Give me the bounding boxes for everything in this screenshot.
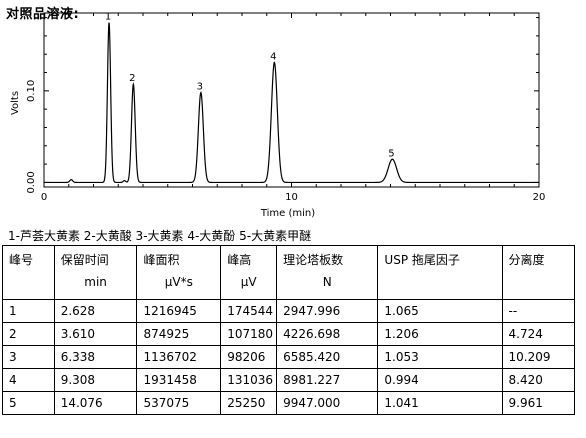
table-cell: 1931458 xyxy=(136,368,222,392)
table-cell: 4226.698 xyxy=(276,322,379,346)
col-header: 分离度 xyxy=(501,245,576,300)
peak-key-legend: 1-芦荟大黄素 2-大黄酸 3-大黄素 4-大黄酚 5-大黄素甲醚 xyxy=(8,229,312,243)
table-header-row: 峰号 保留时间 min 峰面积 μV*s 峰高 μV 理论塔板数 N USP 拖尾因子 … xyxy=(2,245,576,300)
table-cell: 3.610 xyxy=(53,322,138,346)
table-cell: 10.209 xyxy=(501,345,576,369)
table-row: 5 14.076 537075 25250 9947.000 1.041 9.961 xyxy=(2,391,576,415)
table-cell: 4.724 xyxy=(501,322,576,346)
x-axis-label: Time (min) xyxy=(260,208,315,219)
chromatogram-trace xyxy=(44,22,539,184)
table-cell: 98206 xyxy=(220,345,278,369)
table-row: 1 2.628 1216945 174544 2947.996 1.065 -- xyxy=(2,299,576,323)
table-cell: 107180 xyxy=(220,322,278,346)
table-cell: 3 xyxy=(2,345,55,369)
y-axis-label: Volts xyxy=(10,91,21,115)
table-cell: 131036 xyxy=(220,368,278,392)
table-cell: 1.041 xyxy=(377,391,503,415)
table-cell: 9947.000 xyxy=(276,391,379,415)
table-cell: 5 xyxy=(2,391,55,415)
table-cell: 0.994 xyxy=(377,368,503,392)
y-tick-label: 0.00 xyxy=(26,171,37,193)
results-table: 峰号 保留时间 min 峰面积 μV*s 峰高 μV 理论塔板数 N USP 拖尾因子 … xyxy=(2,245,576,415)
table-cell: 2 xyxy=(2,322,55,346)
table-cell: 1136702 xyxy=(136,345,222,369)
x-tick-label: 0 xyxy=(41,192,47,203)
peak-label: 3 xyxy=(197,81,203,92)
col-header: USP 拖尾因子 xyxy=(377,245,503,300)
table-cell: 9.961 xyxy=(501,391,576,415)
col-header: 峰号 xyxy=(2,245,55,300)
peak-label: 2 xyxy=(129,73,135,84)
table-cell: 25250 xyxy=(220,391,278,415)
peak-label: 5 xyxy=(388,148,394,159)
table-cell: 1.206 xyxy=(377,322,503,346)
col-header: 峰面积 μV*s xyxy=(136,245,222,300)
table-row: 3 6.338 1136702 98206 6585.420 1.053 10.209 xyxy=(2,345,576,369)
chromatogram-line xyxy=(44,22,539,184)
peak-label: 4 xyxy=(270,51,276,62)
page-title: 对照品溶液: xyxy=(6,7,80,22)
table-cell: 9.308 xyxy=(53,368,138,392)
table-cell: 537075 xyxy=(136,391,222,415)
table-cell: 14.076 xyxy=(53,391,138,415)
table-row: 2 3.610 874925 107180 4226.698 1.206 4.724 xyxy=(2,322,576,346)
col-header: 理论塔板数 N xyxy=(276,245,379,300)
x-tick-label: 20 xyxy=(533,192,546,203)
chart-axes: 0 10 20 0.00 0.10 xyxy=(26,12,546,203)
table-cell: 1.053 xyxy=(377,345,503,369)
x-tick-label: 10 xyxy=(285,192,298,203)
table-cell: 1 xyxy=(2,299,55,323)
table-cell: 1.065 xyxy=(377,299,503,323)
table-cell: 8.420 xyxy=(501,368,576,392)
table-cell: 174544 xyxy=(220,299,278,323)
table-row: 4 9.308 1931458 131036 8981.227 0.994 8.420 xyxy=(2,368,576,392)
peak-labels: 1 2 3 4 5 xyxy=(105,12,395,160)
table-cell: 8981.227 xyxy=(276,368,379,392)
table-cell: 2947.996 xyxy=(276,299,379,323)
col-header: 峰高 μV xyxy=(220,245,278,300)
table-cell: 4 xyxy=(2,368,55,392)
table-cell: 2.628 xyxy=(53,299,138,323)
table-cell: -- xyxy=(501,299,576,323)
table-cell: 6.338 xyxy=(53,345,138,369)
plot-frame xyxy=(43,12,540,188)
y-tick-label: 0.10 xyxy=(26,80,37,102)
col-header: 保留时间 min xyxy=(53,245,138,300)
table-cell: 6585.420 xyxy=(276,345,379,369)
chromatogram-chart: 0 10 20 0.00 0.10 1 2 3 4 5 Time (min) Volts xyxy=(10,12,546,219)
table-cell: 1216945 xyxy=(136,299,222,323)
peak-label: 1 xyxy=(105,12,111,23)
table-cell: 874925 xyxy=(136,322,222,346)
